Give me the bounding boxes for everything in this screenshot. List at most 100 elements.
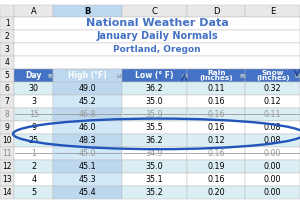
Text: 0.16: 0.16 [208, 110, 225, 119]
Bar [53, 69, 122, 82]
Text: 0.16: 0.16 [208, 123, 225, 132]
Text: E: E [270, 7, 275, 16]
Bar [245, 69, 300, 82]
Bar [122, 147, 187, 160]
Bar [187, 173, 245, 186]
Bar [14, 56, 300, 69]
Text: (inches): (inches) [200, 75, 233, 81]
Bar [245, 147, 300, 160]
Bar [122, 160, 187, 173]
Bar [53, 82, 122, 95]
Text: 5: 5 [5, 71, 10, 80]
Text: 49.0: 49.0 [79, 84, 96, 93]
Text: A: A [31, 7, 37, 16]
Text: 35.1: 35.1 [146, 175, 164, 184]
Bar [14, 186, 53, 199]
Text: 35.0: 35.0 [146, 162, 164, 171]
Text: 11: 11 [2, 149, 12, 158]
Bar [187, 95, 245, 108]
Text: 0.00: 0.00 [264, 149, 281, 158]
Text: 12: 12 [2, 162, 12, 171]
Text: Snow: Snow [262, 70, 284, 76]
Text: 0.16: 0.16 [208, 175, 225, 184]
Text: (inches): (inches) [256, 75, 290, 81]
Bar [53, 95, 122, 108]
Text: 1: 1 [31, 149, 36, 158]
Text: Day: Day [26, 71, 42, 80]
Bar [0, 147, 14, 160]
Text: B: B [84, 7, 91, 16]
Bar [187, 186, 245, 199]
Text: 48.3: 48.3 [79, 136, 96, 145]
Text: D: D [213, 7, 220, 16]
Text: 2: 2 [5, 32, 10, 41]
Text: 35.0: 35.0 [146, 97, 164, 106]
Text: 2: 2 [31, 162, 36, 171]
Bar [187, 134, 245, 147]
Text: 45.3: 45.3 [79, 175, 96, 184]
Text: 36.2: 36.2 [146, 84, 164, 93]
Bar [14, 30, 300, 43]
Bar [53, 134, 122, 147]
Text: 5: 5 [31, 188, 36, 197]
Bar [187, 121, 245, 134]
Polygon shape [49, 75, 51, 76]
Text: 0.19: 0.19 [208, 162, 225, 171]
Bar [53, 147, 122, 160]
Bar [122, 69, 187, 82]
Text: 0.20: 0.20 [208, 188, 225, 197]
Text: 0.16: 0.16 [208, 97, 225, 106]
Polygon shape [241, 75, 244, 76]
Text: 45.4: 45.4 [79, 188, 96, 197]
Bar [0, 108, 14, 121]
Bar [0, 17, 14, 30]
Bar [14, 5, 53, 17]
Text: 46.8: 46.8 [79, 110, 96, 119]
Text: 35.2: 35.2 [146, 188, 164, 197]
Bar [0, 56, 14, 69]
Text: 15: 15 [29, 110, 39, 119]
Bar [245, 5, 300, 17]
Text: 45.0: 45.0 [79, 149, 96, 158]
Bar [245, 121, 300, 134]
Bar [122, 134, 187, 147]
Bar [245, 160, 300, 173]
Bar [122, 121, 187, 134]
Text: 34.9: 34.9 [146, 149, 164, 158]
Bar [245, 95, 300, 108]
Bar [53, 121, 122, 134]
Text: 0.11: 0.11 [208, 84, 225, 93]
Text: 25: 25 [28, 136, 39, 145]
Bar [53, 108, 122, 121]
Bar [0, 5, 14, 17]
Bar [0, 173, 14, 186]
Bar [48, 74, 52, 77]
Bar [53, 160, 122, 173]
Bar [187, 5, 245, 17]
Text: 7: 7 [5, 97, 10, 106]
Bar [14, 160, 53, 173]
Bar [122, 5, 187, 17]
Bar [14, 108, 53, 121]
Text: 35.9: 35.9 [146, 110, 164, 119]
Text: 6: 6 [5, 84, 10, 93]
Bar [187, 108, 245, 121]
Bar [187, 82, 245, 95]
Bar [117, 74, 122, 77]
Text: 4: 4 [31, 175, 36, 184]
Text: 0.12: 0.12 [264, 97, 281, 106]
Bar [122, 186, 187, 199]
Bar [240, 74, 245, 77]
Text: 9: 9 [31, 123, 36, 132]
Bar [0, 160, 14, 173]
Text: 13: 13 [2, 175, 12, 184]
Text: 8: 8 [5, 110, 10, 119]
Bar [245, 134, 300, 147]
Text: Portland, Oregon: Portland, Oregon [113, 45, 201, 54]
Bar [0, 95, 14, 108]
Bar [14, 95, 53, 108]
Bar [245, 82, 300, 95]
Text: 0.00: 0.00 [264, 162, 281, 171]
Bar [14, 134, 53, 147]
Text: 0.11: 0.11 [264, 110, 281, 119]
